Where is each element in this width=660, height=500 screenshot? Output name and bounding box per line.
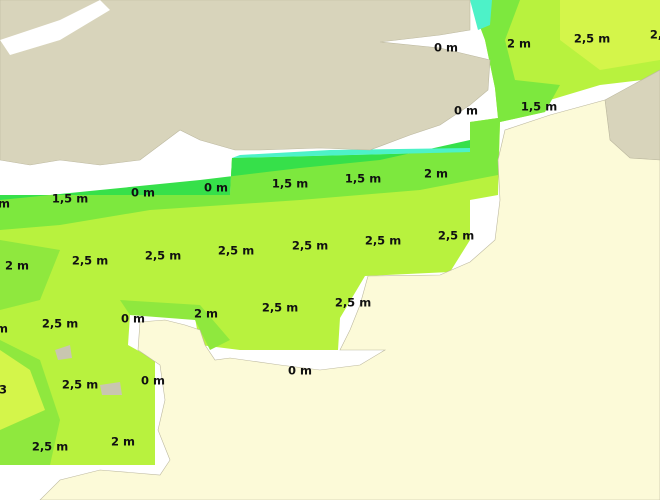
wave-label: 2,5 m — [262, 301, 298, 315]
france — [39, 99, 660, 500]
island — [55, 345, 122, 395]
wave-label: 2 m — [424, 167, 448, 181]
wave-label: 2,5 m — [62, 378, 98, 392]
wave-label: m — [0, 197, 10, 211]
estuary — [0, 0, 110, 55]
wave-label: 2, — [650, 28, 660, 42]
wave-band — [0, 140, 470, 200]
wave-label: 1,5 m — [272, 177, 308, 191]
wave-label: 2,5 m — [574, 32, 610, 46]
wave-label: 2 m — [507, 37, 531, 51]
wave-band — [0, 240, 230, 465]
wave-label: 2,5 m — [365, 234, 401, 248]
wave-label: 2,5 m — [335, 296, 371, 310]
wave-label: 2 m — [5, 259, 29, 273]
wave-label: 1,5 m — [52, 192, 88, 206]
wave-label: 2,5 m — [145, 249, 181, 263]
wave-label: 2,5 m — [32, 440, 68, 454]
wave-label: 1,5 m — [521, 100, 557, 114]
wave-label: 3 — [0, 383, 7, 397]
wave-label: 2,5 m — [218, 244, 254, 258]
wave-label: 0 m — [288, 364, 312, 378]
wave-label: 2 m — [194, 307, 218, 321]
wave-label: 2 m — [111, 435, 135, 449]
wave-band — [0, 0, 560, 230]
wave-label: 0 m — [121, 312, 145, 326]
wave-field — [0, 0, 660, 465]
wave-band — [0, 0, 660, 430]
wave-label: 2,5 m — [438, 229, 474, 243]
wave-label: 0 m — [204, 181, 228, 195]
wave-label: 0 m — [131, 186, 155, 200]
wave-label: 1,5 m — [345, 172, 381, 186]
wave-label: 2,5 m — [72, 254, 108, 268]
wave-label: 2,5 m — [42, 317, 78, 331]
england — [0, 0, 491, 166]
wave-label: 2,5 m — [292, 239, 328, 253]
wave-label: 0 m — [454, 104, 478, 118]
wave-label: 0 m — [434, 41, 458, 55]
wave-label: m — [0, 322, 8, 336]
wave-label: 0 m — [141, 374, 165, 388]
